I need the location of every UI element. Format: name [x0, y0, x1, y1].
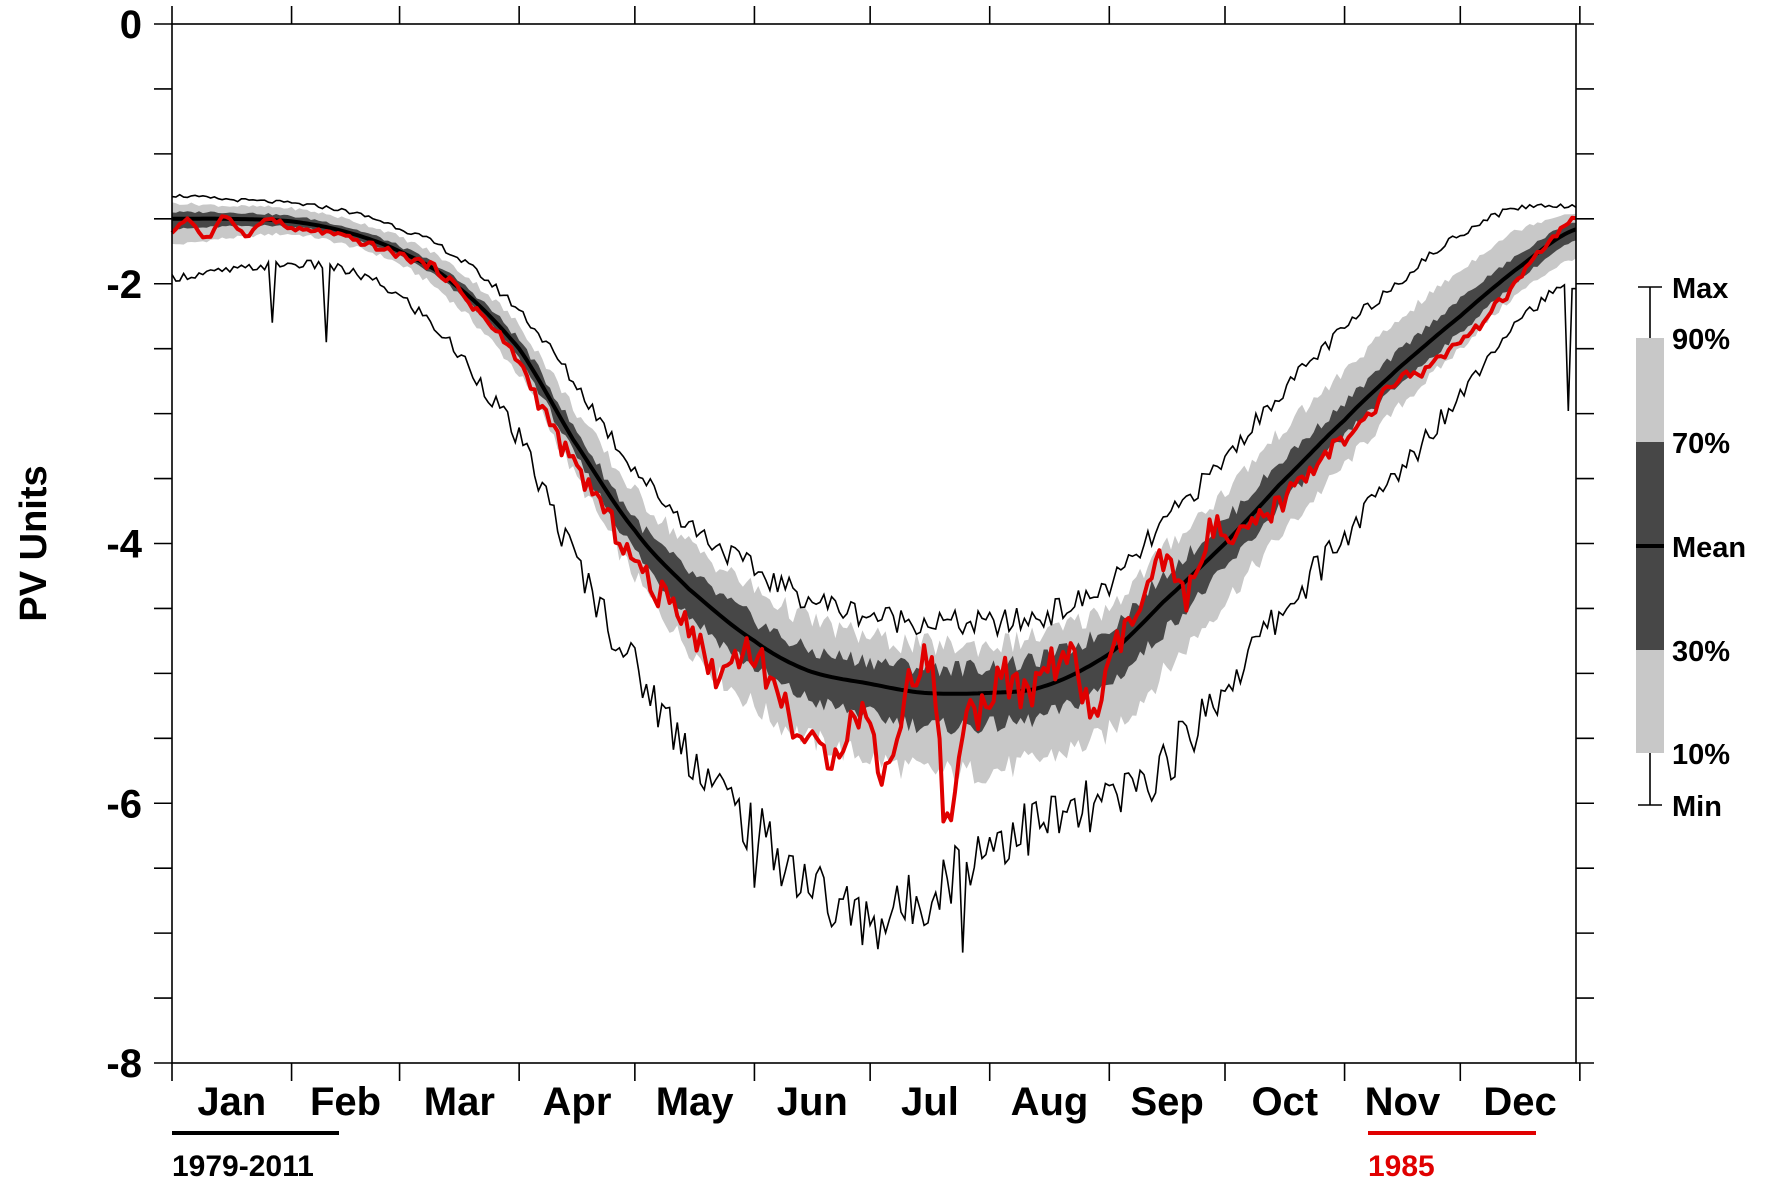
band-30-70 — [172, 211, 1576, 735]
month-label: Jun — [777, 1080, 848, 1124]
y-tick-label: -4 — [106, 523, 142, 567]
legend-label: Min — [1672, 791, 1722, 823]
mean-line — [172, 216, 1577, 696]
legend-label: 30% — [1672, 636, 1730, 668]
percentile-bands — [172, 202, 1576, 784]
month-label: Sep — [1130, 1080, 1203, 1124]
month-label: Nov — [1365, 1080, 1441, 1124]
month-label: Jul — [901, 1080, 959, 1124]
month-label: Feb — [310, 1080, 381, 1124]
y-axis-label: PV Units — [13, 465, 55, 621]
axes: 0 -2 -4 -6 -8 PV Units Jan Feb Mar Apr May Jun Jul Au… — [13, 3, 1594, 1124]
legend-label: 70% — [1672, 428, 1730, 460]
month-label: Oct — [1251, 1080, 1318, 1124]
series-1985-line — [170, 214, 1577, 824]
footer-legend: 1979-2011 1985 — [172, 1131, 1536, 1181]
plot-border — [171, 23, 1577, 1064]
month-label: Dec — [1483, 1080, 1556, 1124]
month-label: Mar — [424, 1080, 495, 1124]
month-label: Jan — [197, 1080, 266, 1124]
series-lines — [170, 193, 1577, 953]
plot-frame — [171, 23, 1577, 1064]
month-label: Aug — [1011, 1080, 1089, 1124]
min-line — [171, 259, 1577, 953]
month-label: Apr — [543, 1080, 612, 1124]
y-tick-label: -8 — [106, 1042, 142, 1086]
max-line — [171, 193, 1577, 639]
legend-label: 10% — [1672, 739, 1730, 771]
y-tick-label: 0 — [120, 3, 142, 47]
legend: Max 90% 70% Mean 30% 10% Min — [1636, 273, 1746, 823]
legend-label: 90% — [1672, 324, 1730, 356]
y-tick-label: -2 — [106, 263, 142, 307]
month-label: May — [656, 1080, 735, 1124]
year-legend-label: 1985 — [1368, 1150, 1435, 1181]
y-tick-label: -6 — [106, 782, 142, 826]
legend-label: Mean — [1672, 532, 1746, 564]
legend-label: Max — [1672, 273, 1728, 305]
period-legend-label: 1979-2011 — [172, 1150, 314, 1181]
